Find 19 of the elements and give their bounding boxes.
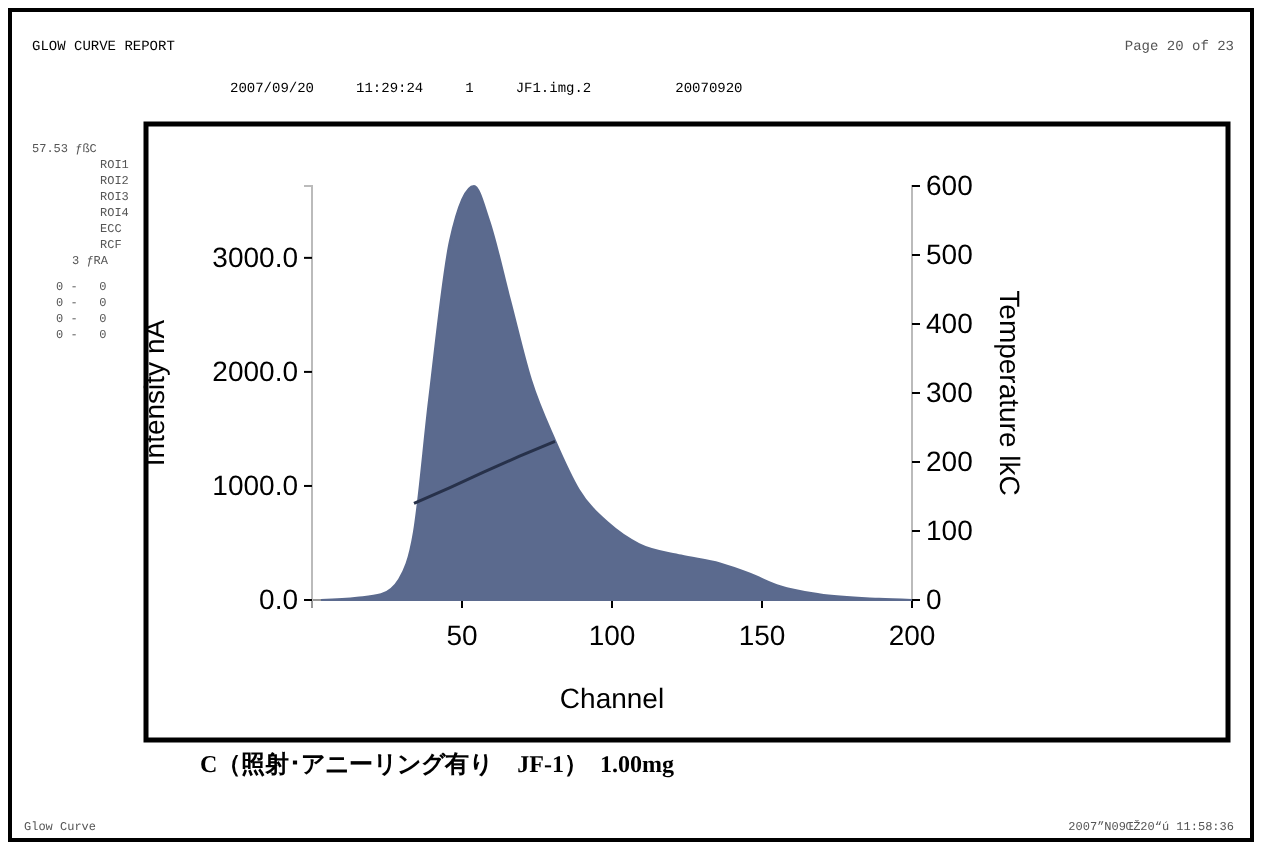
y2-tick-label: 300 [926, 375, 974, 408]
y-tick-label: 2000.0 [212, 354, 299, 387]
x-tick-label: 150 [738, 618, 786, 651]
y2-tick-label: 0 [926, 582, 942, 615]
text: C（照射･アニーリング有り JF-1） 1.00mg [200, 750, 674, 778]
y-tick-label: 0.0 [259, 582, 299, 615]
y-tick-label: 1000.0 [212, 468, 299, 501]
line-series [412, 439, 557, 505]
y2-tick-label: 500 [926, 237, 974, 270]
x-tick-label: 50 [446, 618, 478, 651]
y2-tick-label: 100 [926, 513, 974, 546]
y-tick-label: 3000.0 [212, 240, 299, 273]
y2-tick-label: 200 [926, 444, 974, 477]
y2-tick-label: 400 [926, 306, 974, 339]
x-tick-label: 200 [888, 618, 936, 651]
y2-axis-title: Temperature lkC [994, 290, 1026, 496]
x-tick-label: 100 [588, 618, 636, 651]
x-axis-title: Channel [559, 682, 665, 714]
y2-tick-label: 600 [926, 168, 974, 201]
